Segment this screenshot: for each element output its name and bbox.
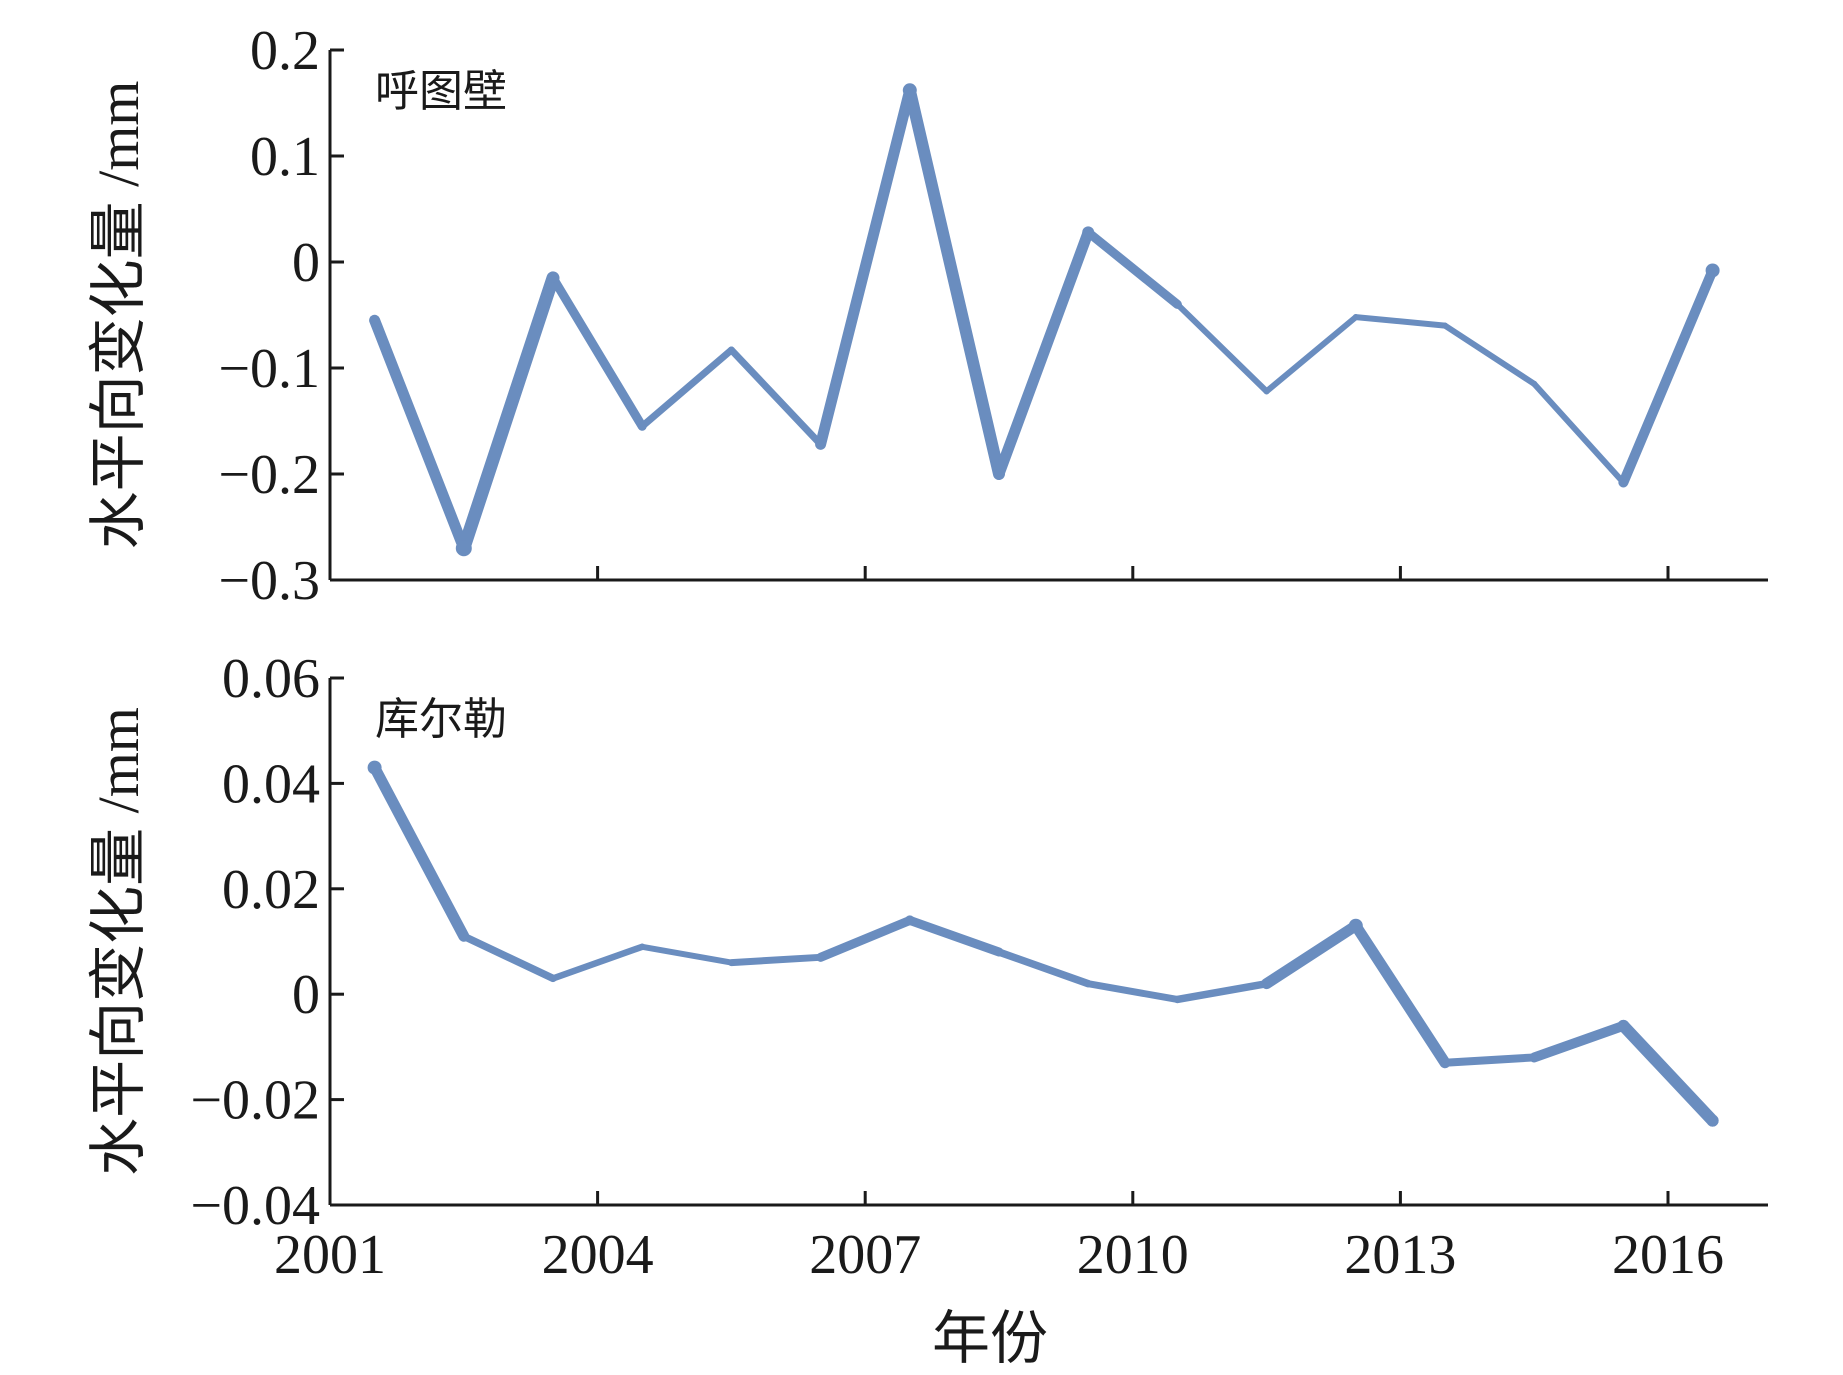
data-point — [371, 317, 378, 324]
y-axis-label: 水平向变化量 /mm — [86, 81, 151, 550]
y-tick-label: 0.06 — [222, 648, 320, 710]
series-segment — [1441, 1053, 1539, 1067]
y-tick-label: −0.04 — [190, 1175, 320, 1237]
data-point — [1173, 995, 1181, 1003]
y-tick-label: 0 — [292, 964, 320, 1026]
series-segment — [1350, 920, 1451, 1069]
data-point — [816, 440, 825, 449]
station-label: 库尔勒 — [375, 695, 507, 744]
data-point — [1174, 301, 1181, 308]
series-segment — [1173, 979, 1271, 1004]
series-segment — [1531, 380, 1627, 486]
data-point — [994, 469, 1004, 479]
data-point — [1531, 380, 1538, 387]
y-tick-label: 0.1 — [250, 126, 320, 188]
x-tick-label: 2013 — [1344, 1224, 1456, 1286]
y-tick-label: −0.2 — [218, 444, 320, 506]
series-segment — [816, 915, 915, 962]
series-segment — [1529, 1020, 1629, 1063]
data-point — [1706, 1114, 1719, 1127]
data-point — [904, 915, 915, 926]
data-point — [1262, 979, 1271, 988]
series-segment — [1174, 301, 1270, 395]
series-segment — [905, 915, 1004, 957]
series-segment — [903, 84, 1005, 480]
series-segment — [460, 932, 557, 983]
data-point — [1705, 263, 1720, 278]
series-segment — [1261, 920, 1362, 990]
data-point — [1442, 322, 1448, 329]
series-segment — [1352, 314, 1448, 329]
y-tick-label: −0.02 — [190, 1070, 320, 1132]
series-segment — [639, 943, 735, 966]
data-point — [638, 422, 647, 431]
data-point — [367, 760, 382, 775]
y-tick-label: −0.1 — [218, 338, 320, 400]
series-segment — [369, 314, 470, 554]
series-segment — [1617, 1019, 1719, 1127]
data-point — [1620, 479, 1627, 486]
x-tick-label: 2001 — [274, 1224, 386, 1286]
x-tick-label: 2004 — [542, 1224, 654, 1286]
data-point — [1441, 1058, 1449, 1067]
y-tick-label: 0.04 — [222, 753, 320, 815]
series-segment — [369, 762, 470, 942]
data-point — [1082, 226, 1095, 239]
data-point — [1530, 1053, 1539, 1062]
series-segment — [1263, 314, 1359, 395]
series-segment — [549, 943, 646, 982]
y-tick-label: 0.02 — [222, 859, 320, 921]
data-point — [995, 948, 1003, 957]
data-point — [1617, 1019, 1630, 1032]
data-point — [728, 346, 735, 353]
y-tick-label: −0.3 — [218, 550, 320, 612]
data-point — [548, 272, 558, 283]
series-segment — [548, 273, 647, 431]
data-point — [455, 540, 472, 557]
series-segment — [727, 346, 825, 448]
data-point — [1084, 980, 1092, 988]
x-tick-label: 2016 — [1612, 1224, 1724, 1286]
series-segment — [1083, 227, 1182, 309]
data-point — [1348, 918, 1363, 933]
x-tick-label: 2007 — [809, 1224, 921, 1286]
x-axis-label: 年份 — [932, 1306, 1048, 1370]
x-tick-label: 2010 — [1077, 1224, 1189, 1286]
series-segment — [1084, 980, 1181, 1003]
series-segment — [995, 948, 1092, 988]
series-segment — [638, 346, 735, 430]
data-point — [1352, 314, 1359, 321]
y-axis-label: 水平向变化量 /mm — [86, 707, 151, 1176]
data-point — [459, 932, 468, 941]
series-segment — [1442, 322, 1538, 387]
series-segment — [993, 226, 1094, 480]
data-point — [728, 959, 735, 966]
y-tick-label: 0 — [292, 232, 320, 294]
data-point — [902, 83, 917, 98]
series-segment — [815, 84, 916, 450]
data-point — [549, 974, 557, 982]
series-segment — [457, 271, 560, 555]
data-point — [639, 943, 646, 950]
series-segment — [727, 953, 825, 967]
station-label: 呼图壁 — [375, 67, 507, 116]
series-segment — [1618, 265, 1718, 488]
data-point — [816, 953, 825, 962]
data-point — [1263, 388, 1270, 395]
y-tick-label: 0.2 — [250, 20, 320, 82]
